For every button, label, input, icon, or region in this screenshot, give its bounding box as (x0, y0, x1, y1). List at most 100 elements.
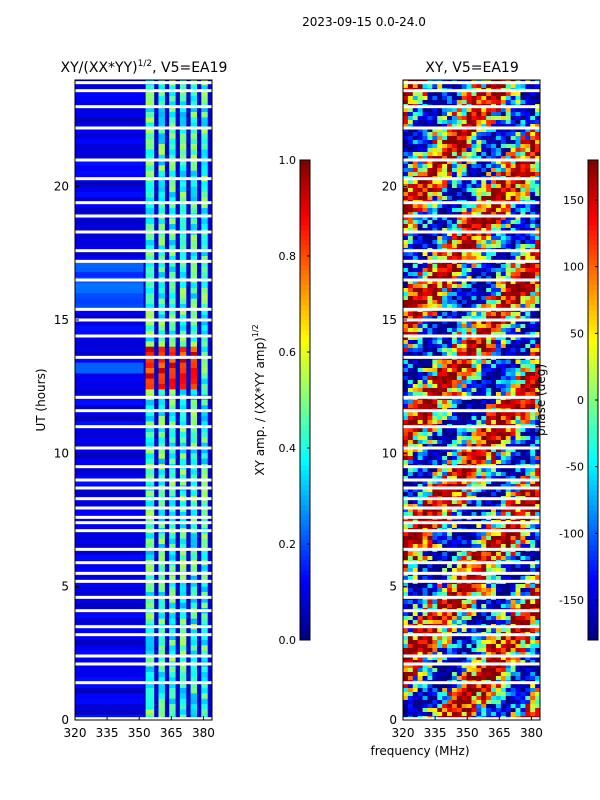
phase-cell (481, 316, 487, 321)
phase-cell (520, 148, 526, 153)
phase-cell (427, 376, 433, 381)
phase-cell (466, 392, 472, 397)
phase-cell (500, 168, 507, 173)
amp-cell (201, 325, 208, 331)
phase-cell (422, 276, 428, 281)
phase-cell (412, 212, 418, 217)
phase-cell (427, 600, 433, 605)
phase-cell (466, 128, 472, 133)
phase-cell (495, 136, 502, 141)
phase-cell (510, 136, 516, 141)
phase-cell (456, 332, 463, 337)
phase-cell (437, 604, 443, 609)
phase-cell (486, 132, 492, 137)
phase-cell (471, 332, 477, 337)
amp-cell (75, 629, 144, 635)
phase-cell (515, 344, 521, 349)
phase-cell (491, 328, 497, 333)
amp-cell (169, 378, 176, 385)
phase-cell (481, 576, 487, 581)
amp-colorbar-step (300, 305, 310, 311)
phase-cell (491, 316, 497, 321)
phase-cell (427, 272, 433, 277)
phase-cell (437, 412, 443, 417)
phase-cell (456, 544, 463, 549)
phase-cell (471, 512, 477, 517)
phase-cell (505, 140, 511, 145)
phase-cell (417, 184, 423, 189)
amp-cell (190, 426, 198, 433)
phase-cell (456, 604, 463, 609)
amp-cell (190, 106, 198, 113)
phase-cell (412, 420, 418, 425)
amp-cell (179, 592, 187, 598)
phase-cell (505, 488, 511, 493)
phase-cell (461, 524, 467, 529)
phase-cell (500, 504, 507, 509)
phase-cell (500, 296, 507, 301)
amp-cell (179, 410, 187, 417)
phase-cell (427, 132, 433, 137)
phase-cell (471, 576, 477, 581)
phase-cell (510, 400, 516, 405)
amp-cell (179, 224, 187, 230)
phase-cell (520, 240, 526, 245)
phase-cell (403, 512, 409, 517)
phase-cell (461, 532, 467, 537)
amp-cell (75, 656, 144, 662)
phase-cell (530, 532, 536, 537)
phase-cell (500, 524, 507, 529)
amp-cell (201, 576, 208, 582)
phase-cell (447, 184, 453, 189)
phase-cell (535, 504, 541, 509)
amp-cell (75, 240, 144, 246)
amp-cell (179, 618, 187, 625)
phase-cell (461, 120, 467, 125)
amp-cell (169, 298, 176, 305)
phase-cell (486, 452, 492, 457)
amp-cell (75, 314, 144, 321)
amp-cell (158, 346, 165, 353)
phase-cell (451, 284, 458, 289)
amp-cell (145, 512, 155, 518)
amp-cell (158, 437, 165, 443)
amp-colorbar-step (300, 350, 310, 356)
phase-cell (510, 324, 516, 329)
phase-cell (520, 168, 526, 173)
amp-cell (75, 133, 144, 139)
amp-cell (145, 517, 155, 523)
phase-cell (412, 324, 418, 329)
phase-cell (520, 108, 526, 113)
phase-cell (505, 292, 511, 297)
phase-cell (422, 436, 428, 441)
phase-cell (422, 360, 428, 365)
phase-cell (525, 316, 531, 321)
phase-cell (476, 444, 482, 449)
phase-cell (461, 188, 467, 193)
phase-cell (461, 144, 467, 149)
phase-cell (505, 280, 511, 285)
phase-cell (422, 612, 428, 617)
phase-cell (500, 612, 507, 617)
phase-cell (486, 156, 492, 161)
phase-cell (535, 452, 541, 457)
phase-cell (486, 84, 492, 89)
phase-cell (451, 568, 458, 573)
phase-cell (447, 552, 453, 557)
phase-cell (417, 216, 423, 221)
phase-cell (491, 276, 497, 281)
phase-cell (432, 340, 438, 345)
phase-cell (476, 348, 482, 353)
phase-cell (417, 160, 423, 165)
phase-cell (407, 564, 414, 569)
amp-colorbar-step (300, 550, 310, 556)
phase-cell (471, 280, 477, 285)
phase-cell (422, 340, 428, 345)
phase-cell (432, 612, 438, 617)
phase-cell (437, 156, 443, 161)
phase-cell (510, 436, 516, 441)
phase-cell (456, 412, 463, 417)
amp-colorbar-step (300, 205, 310, 211)
phase-cell (500, 100, 507, 105)
amp-cell (201, 378, 208, 385)
